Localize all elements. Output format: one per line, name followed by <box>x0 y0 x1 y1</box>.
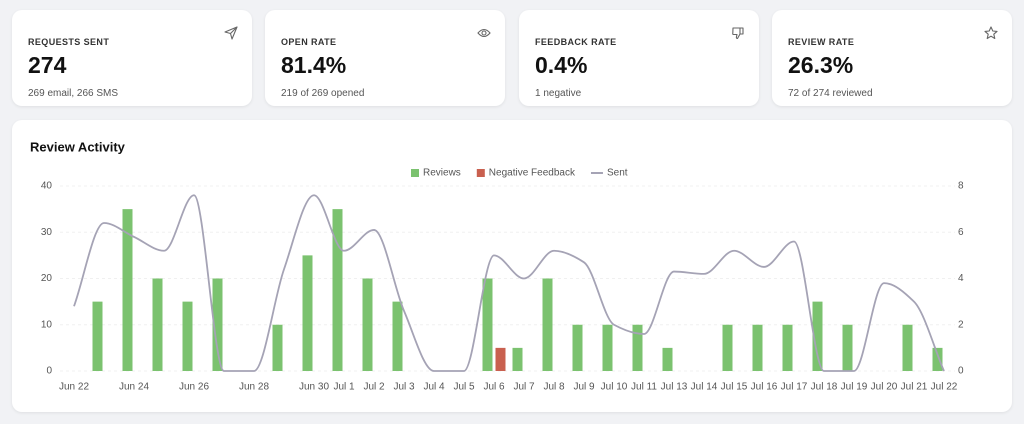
card-sub: 219 of 269 opened <box>281 88 365 99</box>
card-value: 26.3% <box>788 52 854 78</box>
x-tick-label: Jun 30 <box>299 382 329 393</box>
x-tick-label: Jul 16 <box>751 382 778 393</box>
y-tick-label: 20 <box>41 273 53 284</box>
bar <box>902 324 913 371</box>
bar <box>182 301 193 371</box>
bar <box>482 278 493 371</box>
x-tick-label: Jul 4 <box>423 382 445 393</box>
legend-swatch <box>476 169 485 177</box>
x-tick-label: Jul 14 <box>691 382 718 393</box>
bar <box>332 209 343 371</box>
card-value: 0.4% <box>535 52 588 78</box>
x-tick-label: Jun 24 <box>119 382 149 393</box>
bar <box>542 278 553 371</box>
line <box>73 194 945 372</box>
card-value: 274 <box>28 52 67 78</box>
card: OPEN RATE 81.4% 219 of 269 opened <box>265 10 505 106</box>
bar <box>842 324 853 371</box>
x-tick-label: Jul 22 <box>931 382 958 393</box>
bar <box>122 209 133 371</box>
x-tick-label: Jun 22 <box>59 382 89 393</box>
x-tick-label: Jul 8 <box>543 382 565 393</box>
x-tick-label: Jul 18 <box>811 382 838 393</box>
y2-tick-label: 0 <box>958 366 964 377</box>
bar <box>92 301 103 371</box>
x-tick-label: Jul 9 <box>573 382 595 393</box>
x-tick-label: Jul 19 <box>841 382 868 393</box>
x-tick-label: Jul 15 <box>721 382 748 393</box>
card-sub: 1 negative <box>535 88 582 99</box>
x-tick-label: Jul 11 <box>631 382 657 393</box>
y-tick-label: 10 <box>41 319 53 330</box>
bar <box>362 278 373 371</box>
bar <box>495 347 506 371</box>
y-tick-label: 40 <box>41 181 53 192</box>
chart-title: Review Activity <box>30 139 126 154</box>
card-label: FEEDBACK RATE <box>535 37 617 47</box>
bar <box>662 347 673 371</box>
card-sub: 269 email, 266 SMS <box>28 88 119 99</box>
bar <box>752 324 763 371</box>
card-value: 81.4% <box>281 52 347 78</box>
y2-tick-label: 4 <box>958 273 964 284</box>
card: FEEDBACK RATE 0.4% 1 negative <box>519 10 759 106</box>
legend-label: Reviews <box>423 168 461 179</box>
x-tick-label: Jul 1 <box>333 382 355 393</box>
legend-label: Sent <box>607 168 628 179</box>
card-label: REVIEW RATE <box>788 37 855 47</box>
x-tick-label: Jun 28 <box>239 382 269 393</box>
bar <box>722 324 733 371</box>
bar <box>392 301 403 371</box>
x-tick-label: Jul 7 <box>513 382 535 393</box>
x-tick-label: Jul 2 <box>363 382 385 393</box>
bar <box>212 278 223 371</box>
card-label: REQUESTS SENT <box>28 37 110 47</box>
eye-icon <box>477 28 491 38</box>
y2-tick-label: 6 <box>958 227 964 238</box>
x-tick-label: Jul 5 <box>453 382 475 393</box>
legend-label: Negative Feedback <box>489 168 576 179</box>
bar <box>782 324 793 371</box>
bar <box>812 301 823 371</box>
x-tick-label: Jun 26 <box>179 382 209 393</box>
legend-swatch <box>411 169 419 177</box>
bar <box>632 324 643 371</box>
x-tick-label: Jul 20 <box>871 382 898 393</box>
y-tick-label: 30 <box>41 227 53 238</box>
bar <box>272 324 283 371</box>
x-tick-label: Jul 13 <box>661 382 688 393</box>
bar <box>152 278 163 371</box>
x-tick-label: Jul 6 <box>483 382 505 393</box>
bar <box>572 324 583 371</box>
thumbs-down-icon <box>732 27 744 40</box>
x-tick-label: Jul 17 <box>781 382 808 393</box>
y-tick-label: 0 <box>46 366 52 377</box>
card-sub: 72 of 274 reviewed <box>788 88 873 99</box>
x-tick-label: Jul 10 <box>601 382 628 393</box>
bar <box>932 347 943 371</box>
y2-tick-label: 2 <box>958 319 964 330</box>
bar <box>302 255 313 371</box>
bar <box>602 324 613 371</box>
x-tick-label: Jul 3 <box>393 382 415 393</box>
card-label: OPEN RATE <box>281 37 337 47</box>
x-tick-label: Jul 21 <box>901 382 928 393</box>
card: REQUESTS SENT 274 269 email, 266 SMS <box>12 10 252 106</box>
star-icon <box>984 26 998 40</box>
y2-tick-label: 8 <box>958 181 964 192</box>
bar <box>512 347 523 371</box>
card: REVIEW RATE 26.3% 72 of 274 reviewed <box>772 10 1012 106</box>
send-icon <box>224 26 238 40</box>
